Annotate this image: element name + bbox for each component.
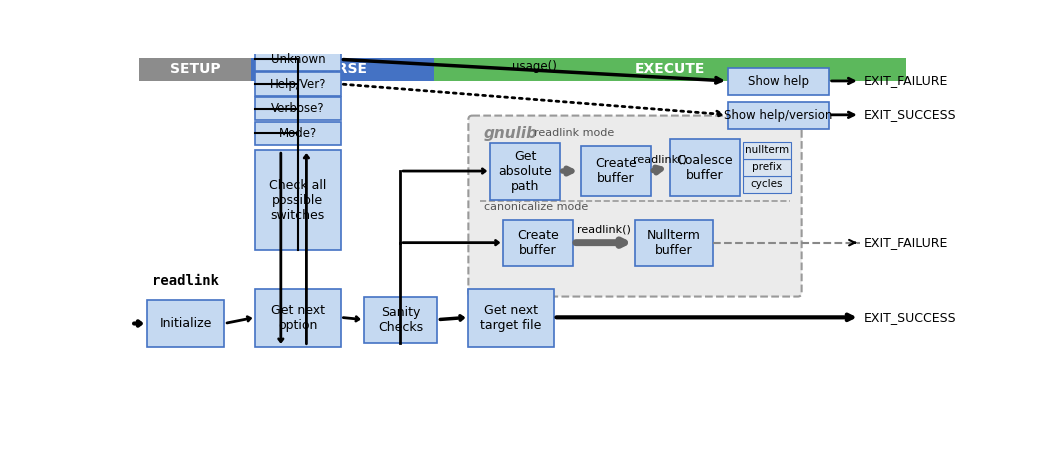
Text: EXIT_FAILURE: EXIT_FAILURE: [863, 236, 948, 249]
Text: EXIT_SUCCESS: EXIT_SUCCESS: [863, 311, 957, 324]
Text: nullterm: nullterm: [744, 145, 789, 155]
FancyBboxPatch shape: [255, 150, 340, 250]
Text: readlink(): readlink(): [633, 155, 687, 165]
Text: Nullterm
buffer: Nullterm buffer: [647, 229, 700, 256]
FancyBboxPatch shape: [255, 48, 340, 71]
Text: Get next
target file: Get next target file: [480, 304, 542, 332]
Text: Initialize: Initialize: [160, 317, 212, 330]
FancyBboxPatch shape: [670, 139, 739, 197]
FancyBboxPatch shape: [255, 289, 340, 347]
Text: EXIT_SUCCESS: EXIT_SUCCESS: [863, 108, 957, 122]
Text: Get next
option: Get next option: [271, 304, 324, 332]
Text: cycles: cycles: [751, 179, 783, 189]
Text: readlink(): readlink(): [578, 225, 631, 235]
FancyBboxPatch shape: [468, 116, 801, 297]
FancyBboxPatch shape: [251, 58, 434, 81]
Text: Create
buffer: Create buffer: [594, 158, 636, 185]
Text: Show help: Show help: [748, 75, 808, 88]
Text: SETUP: SETUP: [170, 63, 220, 76]
Text: Get
absolute
path: Get absolute path: [498, 150, 552, 193]
Text: PARSE: PARSE: [317, 63, 367, 76]
Text: usage(): usage(): [511, 60, 556, 73]
FancyBboxPatch shape: [581, 146, 651, 197]
Text: canonicalize mode: canonicalize mode: [484, 202, 588, 212]
Text: Create
buffer: Create buffer: [518, 229, 559, 256]
Text: Show help/version: Show help/version: [724, 109, 833, 122]
FancyBboxPatch shape: [147, 301, 225, 346]
Text: Verbose?: Verbose?: [271, 102, 324, 115]
FancyBboxPatch shape: [742, 176, 791, 193]
Text: prefix: prefix: [752, 162, 782, 172]
FancyBboxPatch shape: [742, 159, 791, 176]
FancyBboxPatch shape: [255, 72, 340, 95]
FancyBboxPatch shape: [728, 102, 828, 129]
Text: Coalesce
buffer: Coalesce buffer: [676, 153, 733, 181]
FancyBboxPatch shape: [635, 220, 713, 266]
Text: Check all
possible
switches: Check all possible switches: [269, 179, 327, 222]
Text: Help/Ver?: Help/Ver?: [270, 77, 327, 90]
FancyBboxPatch shape: [363, 297, 438, 343]
Text: EXECUTE: EXECUTE: [634, 63, 705, 76]
Text: readlink mode: readlink mode: [534, 128, 614, 138]
FancyBboxPatch shape: [434, 58, 906, 81]
FancyBboxPatch shape: [490, 143, 560, 200]
FancyBboxPatch shape: [728, 68, 828, 95]
Text: Sanity
Checks: Sanity Checks: [378, 306, 423, 333]
Text: Unknown: Unknown: [271, 53, 326, 66]
FancyBboxPatch shape: [742, 142, 791, 159]
FancyBboxPatch shape: [503, 220, 573, 266]
Text: readlink: readlink: [152, 274, 219, 288]
FancyBboxPatch shape: [139, 58, 251, 81]
Text: gnulib: gnulib: [484, 126, 538, 141]
Text: EXIT_FAILURE: EXIT_FAILURE: [863, 74, 948, 87]
FancyBboxPatch shape: [255, 122, 340, 145]
FancyBboxPatch shape: [255, 97, 340, 120]
Text: Mode?: Mode?: [278, 127, 317, 140]
FancyBboxPatch shape: [468, 289, 553, 347]
